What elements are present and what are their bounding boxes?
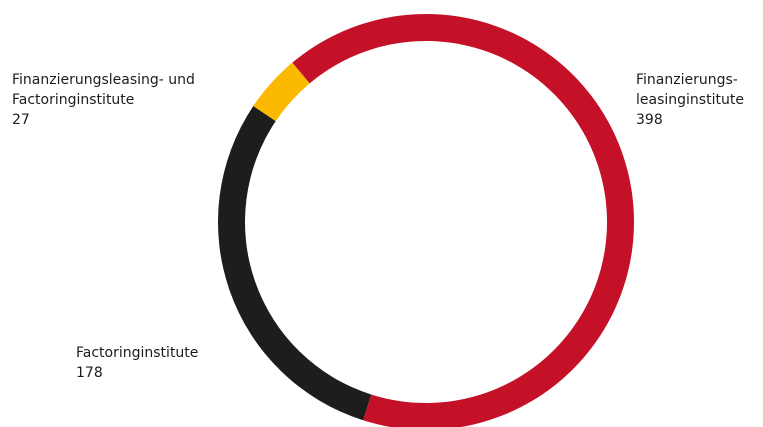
slice-value-leasing: 398 xyxy=(636,112,663,128)
slice-label-leasing-line-2: leasinginstitute xyxy=(636,92,744,108)
slice-label-both-line-1: Finanzierungsleasing- und xyxy=(12,72,195,88)
slice-label-leasing: Finanzierungs- leasinginstitute 398 xyxy=(636,70,744,130)
slice-value-both: 27 xyxy=(12,112,30,128)
slice-value-factoring: 178 xyxy=(76,365,103,381)
slice-label-factoring-line-1: Factoringinstitute xyxy=(76,345,199,361)
slice-label-factoring: Factoringinstitute 178 xyxy=(76,343,198,383)
slice-label-leasing-line-1: Finanzierungs- xyxy=(636,72,738,88)
slice-label-both: Finanzierungsleasing- und Factoringinsti… xyxy=(12,70,195,130)
donut-slices xyxy=(218,14,634,427)
donut-slice-leasing xyxy=(292,14,634,427)
slice-label-both-line-2: Factoringinstitute xyxy=(12,92,135,108)
donut-slice-both xyxy=(253,62,310,122)
donut-slice-factoring xyxy=(218,106,372,421)
